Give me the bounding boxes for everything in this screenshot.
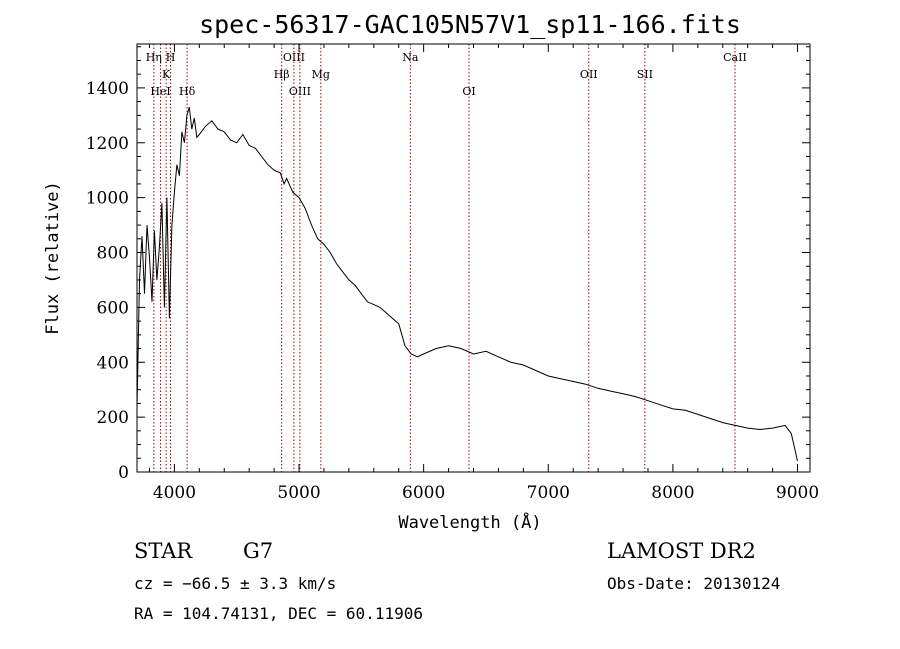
spectral-line-label: OIII — [289, 85, 311, 98]
object-class: STAR — [134, 539, 193, 563]
x-axis-label: Wavelength (Å) — [398, 511, 541, 533]
redshift-line: cz = −66.5 ± 3.3 km/s — [134, 574, 337, 593]
spectral-line-label: Hδ — [179, 85, 196, 98]
spectral-line-label: OI — [462, 85, 475, 98]
spectral-line-label: Hη — [146, 51, 162, 64]
spectral-line-label: HeI — [150, 85, 170, 98]
spectral-line-label: Hβ — [274, 68, 290, 81]
spectral-line-label: OII — [580, 68, 598, 81]
y-tick-label: 1200 — [86, 134, 129, 154]
spectral-line-markers — [153, 44, 736, 472]
spectral-line-label: Mg — [312, 68, 330, 81]
y-tick-label: 1000 — [86, 189, 129, 209]
y-tick-label: 200 — [97, 408, 129, 428]
object-subclass: G7 — [243, 539, 274, 563]
spectrum-line — [136, 106, 798, 462]
y-tick-label: 400 — [97, 353, 129, 373]
obs-date-line: Obs-Date: 20130124 — [607, 574, 781, 593]
x-tick-label: 8000 — [651, 483, 694, 503]
spectral-line-label: CaII — [723, 51, 747, 64]
spectral-line-label: Na — [402, 51, 419, 64]
y-tick-label: 800 — [97, 244, 129, 264]
y-tick-label: 600 — [97, 298, 129, 318]
survey-name: LAMOST DR2 — [607, 539, 756, 563]
plot-frame — [136, 43, 811, 473]
y-tick-label: 1400 — [86, 79, 129, 99]
spectral-line-label: SII — [637, 68, 653, 81]
y-axis-label: Flux (relative) — [43, 181, 63, 335]
spectral-line-label: OIII — [283, 51, 305, 64]
spectral-line-label: H — [166, 51, 176, 64]
chart-title: spec-56317-GAC105N57V1_sp11-166.fits — [199, 10, 741, 39]
x-tick-label: 7000 — [527, 483, 570, 503]
spectral-line-label: K — [162, 68, 171, 81]
y-tick-label: 0 — [118, 463, 129, 483]
x-tick-label: 6000 — [402, 483, 445, 503]
x-tick-label: 9000 — [776, 483, 819, 503]
x-tick-label: 4000 — [153, 483, 196, 503]
y-axis: 0 200 400 600 800 1000 1200 1400 — [86, 46, 810, 483]
coordinates-line: RA = 104.74131, DEC = 60.11906 — [134, 604, 423, 623]
x-tick-label: 5000 — [277, 483, 320, 503]
x-axis: 4000 5000 6000 7000 8000 9000 — [148, 44, 819, 503]
